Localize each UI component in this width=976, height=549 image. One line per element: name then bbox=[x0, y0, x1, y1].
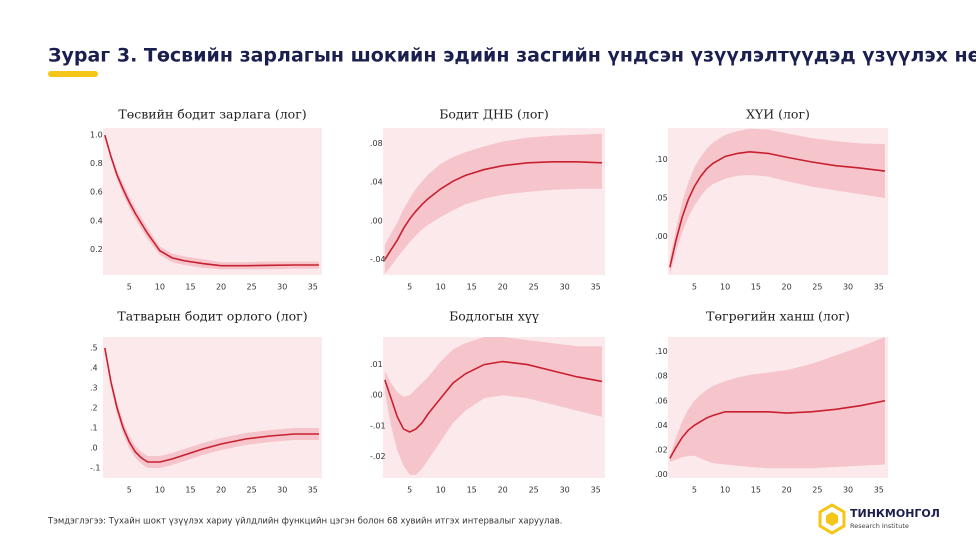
y-tick-label: .06 bbox=[655, 396, 668, 405]
x-tick-label: 30 bbox=[560, 283, 570, 292]
x-tick-label: 15 bbox=[185, 283, 195, 292]
y-tick-label: -.1 bbox=[90, 464, 101, 473]
x-tick-label: 30 bbox=[843, 283, 853, 292]
response-line bbox=[669, 399, 886, 459]
y-tick-label: -.02 bbox=[370, 452, 386, 461]
x-tick-label: 10 bbox=[720, 283, 730, 292]
y-tick-label: .05 bbox=[655, 194, 668, 203]
x-tick-label: 30 bbox=[277, 486, 287, 495]
footnote: Тэмдэглэгээ: Тухайн шокт үзүүлэх хариу ү… bbox=[47, 517, 562, 527]
y-tick-label: 0.8 bbox=[90, 159, 103, 168]
y-tick-label: .08 bbox=[370, 139, 383, 148]
x-tick-label: 5 bbox=[127, 486, 132, 495]
confidence-band bbox=[104, 348, 319, 468]
x-tick-label: 15 bbox=[467, 486, 477, 495]
x-tick-label: 15 bbox=[185, 486, 195, 495]
y-tick-label: .08 bbox=[655, 372, 668, 381]
logo-icon-core bbox=[826, 512, 838, 526]
x-tick-label: 20 bbox=[498, 283, 508, 292]
x-tick-label: 35 bbox=[874, 486, 884, 495]
x-tick-label: 20 bbox=[498, 486, 508, 495]
y-tick-label: .04 bbox=[370, 178, 383, 187]
response-line bbox=[104, 347, 319, 463]
x-tick-label: 10 bbox=[155, 283, 165, 292]
y-tick-label: -.04 bbox=[370, 255, 386, 264]
y-tick-label: .00 bbox=[370, 216, 383, 225]
x-tick-label: 15 bbox=[467, 283, 477, 292]
x-tick-label: 35 bbox=[308, 283, 318, 292]
y-tick-label: .4 bbox=[90, 364, 98, 373]
y-tick-label: 0.6 bbox=[90, 188, 103, 197]
y-tick-label: .10 bbox=[655, 347, 668, 356]
x-tick-label: 20 bbox=[216, 283, 226, 292]
x-tick-label: 35 bbox=[874, 283, 884, 292]
x-tick-label: 25 bbox=[529, 283, 539, 292]
logo-icon bbox=[818, 503, 846, 535]
x-tick-label: 30 bbox=[843, 486, 853, 495]
x-tick-label: 20 bbox=[782, 283, 792, 292]
x-tick-label: 20 bbox=[216, 486, 226, 495]
chart-title: Төсвийн бодит зарлага (лог) bbox=[118, 107, 306, 122]
y-tick-label: .1 bbox=[90, 424, 98, 433]
x-tick-label: 35 bbox=[308, 486, 318, 495]
y-tick-label: 0.2 bbox=[90, 245, 103, 254]
x-tick-label: 25 bbox=[247, 486, 257, 495]
x-tick-label: 35 bbox=[591, 486, 601, 495]
y-tick-label: 1.0 bbox=[90, 131, 103, 140]
x-tick-label: 35 bbox=[591, 283, 601, 292]
x-tick-label: 25 bbox=[812, 283, 822, 292]
y-tick-label: .00 bbox=[655, 232, 668, 241]
y-tick-label: .04 bbox=[655, 421, 668, 430]
response-line bbox=[384, 360, 603, 433]
y-tick-label: .02 bbox=[655, 445, 668, 454]
x-tick-label: 15 bbox=[751, 486, 761, 495]
y-tick-label: .5 bbox=[90, 344, 98, 353]
x-tick-label: 5 bbox=[692, 486, 697, 495]
plot-background bbox=[103, 128, 322, 275]
x-tick-label: 5 bbox=[127, 283, 132, 292]
logo-name: ТИНКМОНГОЛ bbox=[850, 507, 940, 520]
confidence-band bbox=[669, 337, 885, 469]
logo-tagline: Research Institute bbox=[850, 522, 909, 530]
y-tick-label: .3 bbox=[90, 384, 98, 393]
confidence-band bbox=[384, 337, 602, 475]
x-tick-label: 25 bbox=[529, 486, 539, 495]
response-line bbox=[104, 134, 319, 267]
x-tick-label: 5 bbox=[407, 283, 412, 292]
y-tick-label: -.01 bbox=[370, 421, 386, 430]
x-tick-label: 15 bbox=[751, 283, 761, 292]
chart-title: Бодит ДНБ (лог) bbox=[439, 107, 549, 122]
x-tick-label: 30 bbox=[277, 283, 287, 292]
chart-title: Бодлогын хүү bbox=[449, 309, 540, 324]
x-tick-label: 25 bbox=[247, 283, 257, 292]
chart-title: Татварын бодит орлого (лог) bbox=[117, 309, 307, 324]
x-tick-label: 30 bbox=[560, 486, 570, 495]
confidence-band bbox=[384, 133, 602, 275]
logo: ТИНКМОНГОЛ Research Institute bbox=[818, 503, 940, 535]
x-tick-label: 25 bbox=[812, 486, 822, 495]
x-tick-label: 10 bbox=[720, 486, 730, 495]
response-line bbox=[384, 161, 602, 260]
y-tick-label: .2 bbox=[90, 404, 98, 413]
y-tick-label: 0.4 bbox=[90, 216, 103, 225]
x-tick-label: 20 bbox=[782, 486, 792, 495]
y-tick-label: .0 bbox=[90, 444, 98, 453]
title-underline bbox=[48, 71, 98, 77]
x-tick-label: 5 bbox=[692, 283, 697, 292]
page-title: Зураг 3. Төсвийн зарлагын шокийн эдийн з… bbox=[48, 45, 976, 67]
x-tick-label: 10 bbox=[436, 283, 446, 292]
x-tick-label: 5 bbox=[407, 486, 412, 495]
chart-title: ХҮИ (лог) bbox=[746, 107, 810, 122]
x-tick-label: 10 bbox=[155, 486, 165, 495]
response-line bbox=[669, 151, 886, 268]
y-tick-label: .01 bbox=[370, 360, 383, 369]
y-tick-label: .10 bbox=[655, 155, 668, 164]
x-tick-label: 10 bbox=[436, 486, 446, 495]
y-tick-label: .00 bbox=[370, 391, 383, 400]
y-tick-label: .00 bbox=[655, 470, 668, 479]
chart-title: Төгрөгийн ханш (лог) bbox=[706, 309, 850, 324]
